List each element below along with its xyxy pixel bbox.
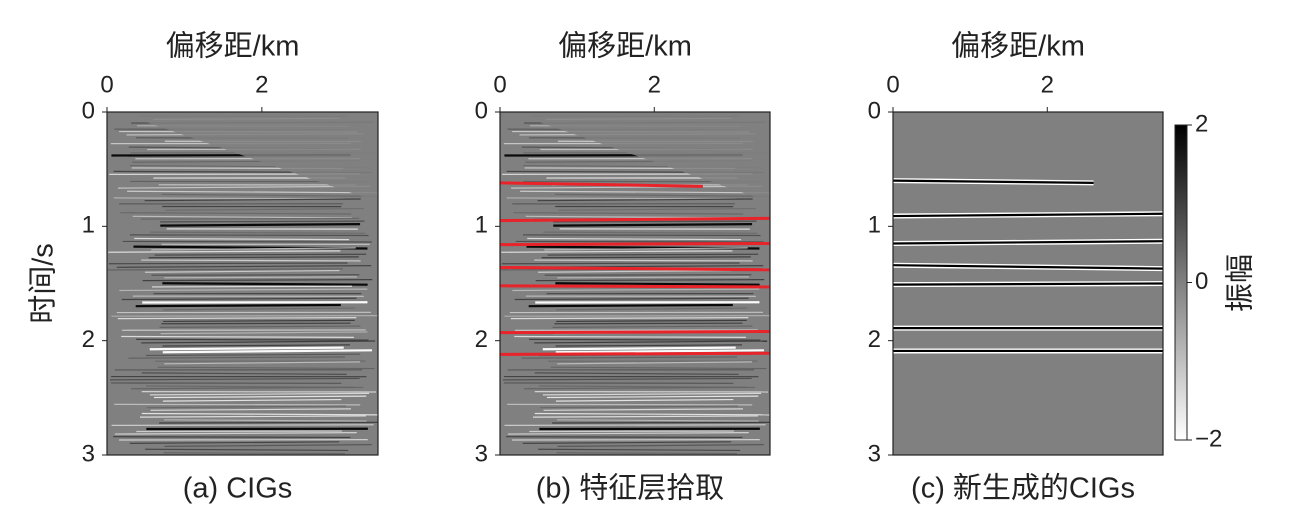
x-tick-label: 0 — [886, 71, 899, 98]
x-tick-label: 2 — [1041, 71, 1054, 98]
x-axis-title: 偏移距/km — [951, 30, 1085, 63]
colorbar-tick-label: 0 — [1195, 268, 1208, 295]
x-tick-label: 2 — [648, 71, 661, 98]
x-tick-label: 2 — [255, 71, 268, 98]
y-tick-label: 2 — [82, 326, 95, 353]
y-tick-label: 1 — [868, 212, 881, 239]
horizon — [892, 212, 1164, 218]
panel: 0 2 0 1 2 3 偏移距/km (c) 新生成的CIGs −2 0 2 振幅 — [868, 30, 1257, 505]
panel-caption: (b) 特征层拾取 — [536, 472, 725, 505]
muted-zone — [510, 112, 770, 202]
panel: 0 2 0 1 2 3 偏移距/km (b) 特征层拾取 — [475, 30, 771, 505]
y-tick-label: 3 — [82, 440, 95, 467]
y-tick-label: 0 — [82, 97, 95, 124]
horizon — [499, 284, 771, 289]
x-axis-title: 偏移距/km — [166, 30, 300, 63]
panel: 0 2 0 1 2 3 偏移距/km 时间/s (a) CIGs — [27, 30, 379, 505]
horizon — [499, 265, 771, 272]
x-axis-title: 偏移距/km — [558, 30, 692, 63]
horizon — [499, 330, 771, 335]
x-tick-label: 0 — [493, 71, 506, 98]
horizon — [892, 264, 1164, 270]
horizon — [499, 241, 771, 247]
muted-zone — [117, 112, 378, 202]
horizon — [499, 351, 771, 356]
panel-frame — [106, 111, 379, 456]
y-tick-label: 0 — [475, 97, 488, 124]
seismic-texture — [107, 112, 378, 455]
horizon — [892, 282, 1164, 286]
y-tick-label: 1 — [475, 212, 488, 239]
x-tick-label: 0 — [100, 71, 113, 98]
y-tick-label: 3 — [475, 440, 488, 467]
colorbar — [1174, 124, 1188, 441]
y-tick-label: 2 — [475, 326, 488, 353]
panel-frame — [892, 111, 1164, 456]
panel-frame — [499, 111, 771, 456]
y-tick-label: 3 — [868, 440, 881, 467]
y-tick-label: 2 — [868, 326, 881, 353]
panel-caption: (a) CIGs — [183, 473, 293, 505]
y-axis-title: 时间/s — [27, 243, 60, 324]
colorbar-tick-label: 2 — [1195, 110, 1208, 137]
horizon — [892, 240, 1164, 245]
horizon — [499, 181, 703, 188]
panel-caption: (c) 新生成的CIGs — [911, 472, 1135, 505]
y-tick-label: 1 — [82, 212, 95, 239]
colorbar-label: 振幅 — [1224, 254, 1257, 312]
y-tick-label: 0 — [868, 97, 881, 124]
colorbar-tick-label: −2 — [1195, 425, 1222, 452]
horizon — [892, 179, 1094, 184]
horizon — [499, 216, 771, 223]
